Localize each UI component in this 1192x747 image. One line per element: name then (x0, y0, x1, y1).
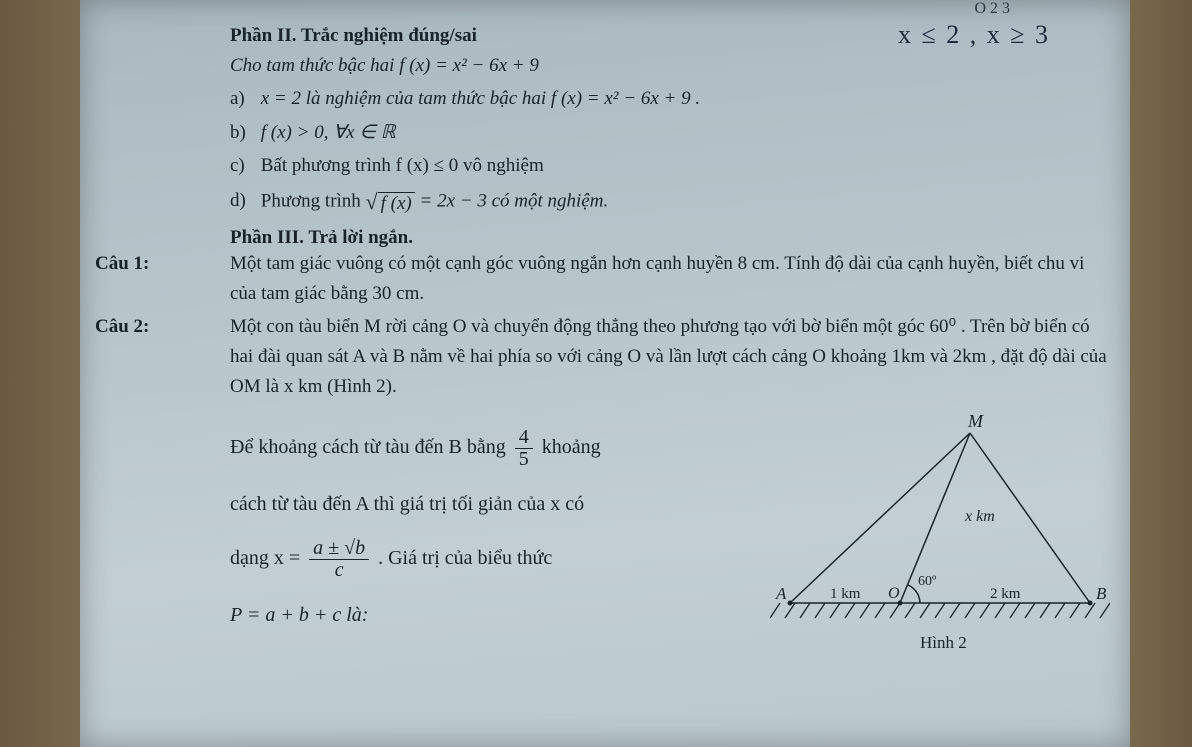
cau-2-p1: Một con tàu biển M rời cảng O và chuyển … (230, 316, 1107, 398)
frac-num-4: 4 (515, 427, 533, 449)
label-1km: 1 km (830, 586, 861, 602)
fraction-abc: a ± √b c (309, 538, 369, 581)
frac-den-c: c (309, 560, 369, 581)
line-AM (790, 433, 970, 603)
point-B (1088, 600, 1093, 605)
cau-1-text: Một tam giác vuông có một cạnh góc vuông… (230, 249, 1110, 310)
item-d-prefix: Phương trình (261, 190, 366, 211)
c2-l1-pre: Để khoảng cách từ tàu đến B bằng (230, 436, 511, 458)
frac-den-5: 5 (515, 449, 533, 470)
corner-mark: O 2 3 (974, 0, 1010, 18)
cau-2-label: Câu 2: (95, 312, 205, 342)
sqrt-expression: √f (x) (366, 185, 415, 219)
desk-background: O 2 3 x ≤ 2 , x ≥ 3 Phần II. Trắc nghiệm… (0, 0, 1192, 747)
item-d-suffix: = 2x − 3 có một nghiệm. (420, 190, 609, 211)
section-2-title: Phần II. Trắc nghiệm đúng/sai (230, 25, 1110, 47)
ground-hatching (770, 603, 1110, 618)
c2-l3-pre: dạng x = (230, 547, 305, 569)
intro-text: Cho tam thức bậc hai f (x) = x² − 6x + 9 (230, 55, 539, 76)
letter-c: c) (230, 151, 256, 180)
label-A: A (775, 584, 787, 603)
label-xkm: x km (964, 508, 995, 525)
point-A (788, 600, 793, 605)
cau-2-row: Câu 2: Một con tàu biển M rời cảng O và … (230, 312, 1110, 684)
item-d: d) Phương trình √f (x) = 2x − 3 có một n… (230, 185, 1110, 219)
letter-d: d) (230, 186, 256, 215)
content-block: Phần II. Trắc nghiệm đúng/sai Cho tam th… (230, 25, 1110, 683)
cau-2-left-column: Để khoảng cách từ tàu đến B bằng 4 5 kho… (230, 413, 750, 649)
figure-caption: Hình 2 (920, 633, 967, 652)
letter-b: b) (230, 118, 256, 147)
c2-l1-post: khoảng (542, 436, 601, 458)
item-a-text: x = 2 là nghiệm của tam thức bậc hai f (… (261, 88, 700, 109)
item-a: a) x = 2 là nghiệm của tam thức bậc hai … (230, 84, 1110, 113)
c2-l3-post: . Giá trị của biểu thức (378, 547, 552, 569)
label-2km: 2 km (990, 586, 1021, 602)
label-B: B (1096, 584, 1107, 603)
label-M: M (967, 413, 984, 431)
c2-l4: P = a + b + c là: (230, 595, 750, 635)
figure-column: M A B 1 km O 2 km 60º x km Hình 2 (770, 413, 1110, 683)
exam-paper: O 2 3 x ≤ 2 , x ≥ 3 Phần II. Trắc nghiệm… (80, 0, 1130, 747)
item-b: b) f (x) > 0, ∀x ∈ ℝ (230, 118, 1110, 147)
cau-1-row: Câu 1: Một tam giác vuông có một cạnh gó… (230, 249, 1110, 310)
item-c: c) Bất phương trình f (x) ≤ 0 vô nghiệm (230, 151, 1110, 180)
section-3-title: Phần III. Trả lời ngắn. (230, 227, 1110, 249)
letter-a: a) (230, 84, 256, 113)
section-2-intro: Cho tam thức bậc hai f (x) = x² − 6x + 9 (230, 51, 1110, 80)
label-O: O (888, 585, 900, 602)
cau-1-label: Câu 1: (95, 249, 205, 279)
c2-l2: cách từ tàu đến A thì giá trị tối giản c… (230, 484, 750, 524)
item-c-text: Bất phương trình f (x) ≤ 0 vô nghiệm (261, 155, 544, 176)
figure-svg: M A B 1 km O 2 km 60º x km Hình 2 (770, 413, 1110, 673)
fraction-4-5: 4 5 (515, 427, 533, 470)
item-b-text: f (x) > 0, ∀x ∈ ℝ (261, 122, 396, 143)
frac-num-ab: a ± √b (309, 538, 369, 560)
sqrt-inner: f (x) (378, 192, 415, 214)
label-angle: 60º (918, 574, 937, 589)
